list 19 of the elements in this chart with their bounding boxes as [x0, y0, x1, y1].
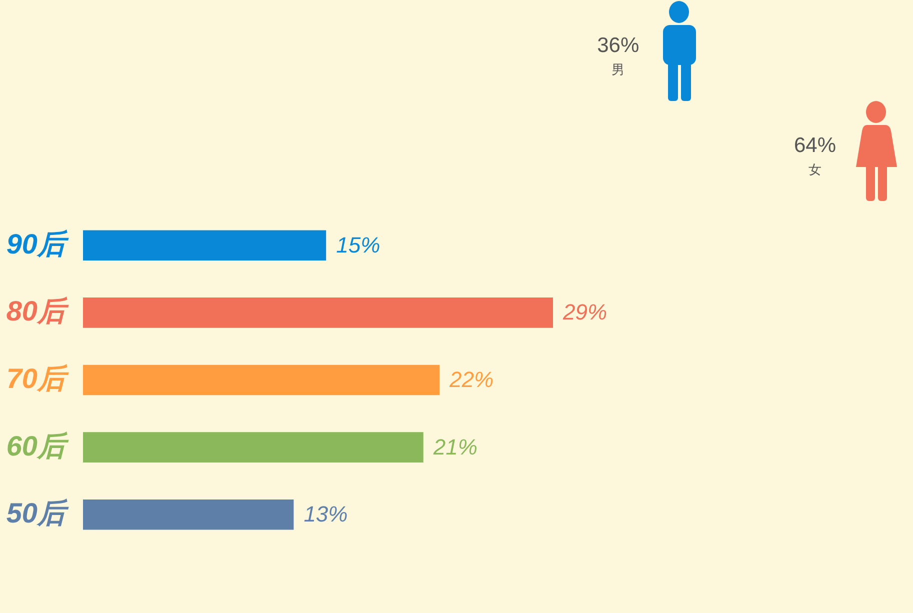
y-tick-label: 70后	[6, 363, 70, 394]
data-label: 22%	[448, 367, 494, 392]
bar	[83, 364, 440, 396]
y-tick-label: 50后	[6, 498, 70, 529]
data-label: 29%	[562, 300, 608, 325]
category-label: 女	[808, 162, 822, 177]
data-label: 64%	[794, 134, 836, 157]
bar	[83, 432, 424, 462]
data-label: 36%	[597, 34, 640, 57]
y-tick-label: 60后	[6, 430, 70, 462]
data-label: 13%	[304, 502, 348, 527]
y-tick-label: 80后	[6, 296, 70, 327]
bar	[83, 230, 326, 260]
bar	[83, 500, 294, 530]
category-label: 男	[612, 62, 625, 77]
bar	[83, 298, 553, 328]
data-label: 21%	[432, 434, 478, 460]
data-label: 15%	[336, 232, 380, 258]
y-tick-label: 90后	[6, 228, 70, 260]
